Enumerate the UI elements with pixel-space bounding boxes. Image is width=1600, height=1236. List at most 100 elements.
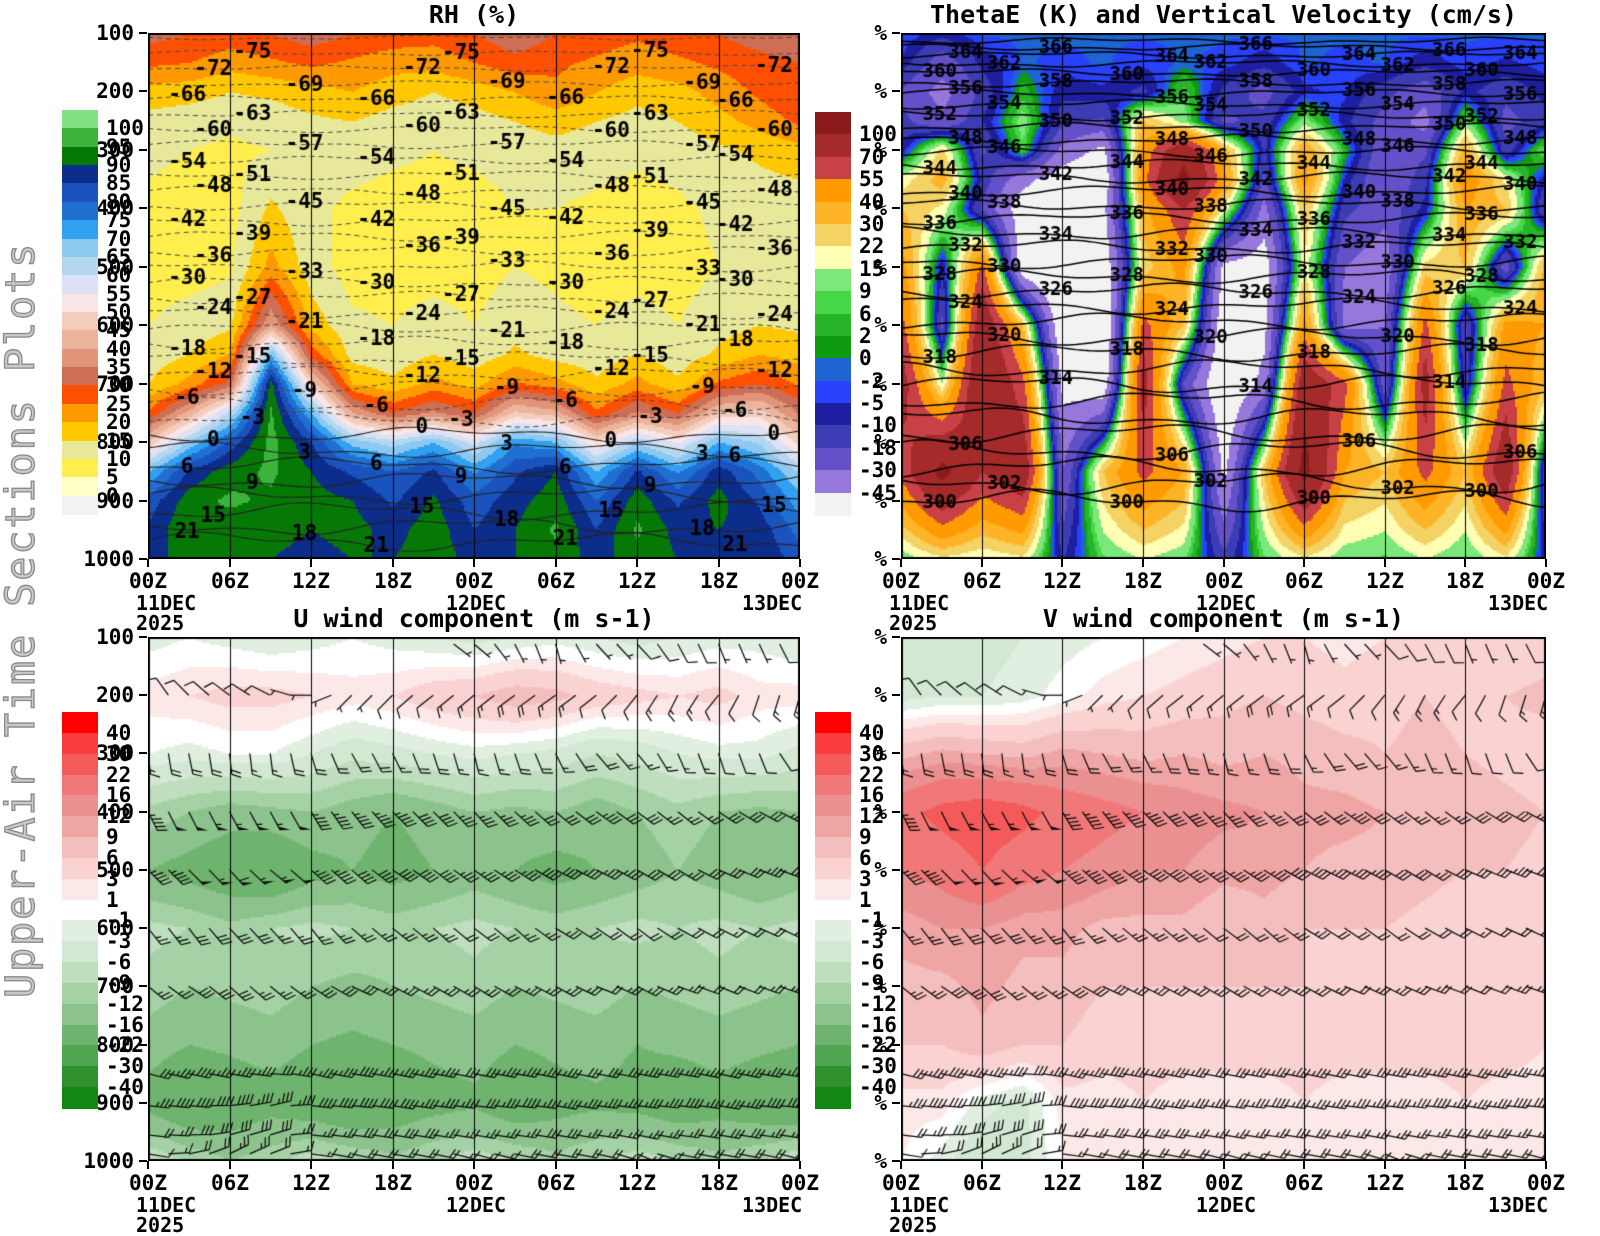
y-tick-label-percent: % <box>874 741 887 766</box>
colorbar-label: -16 <box>859 1012 897 1037</box>
colorbar-block <box>62 753 98 776</box>
y-tick-label: 400 <box>96 799 134 824</box>
colorbar-label: 10 <box>106 446 132 471</box>
colorbar-block <box>815 1087 851 1109</box>
colorbar-label: -5 <box>859 391 885 416</box>
y-axis-tick <box>139 1160 147 1162</box>
panel-thetae: ThetaE (K) and Vertical Velocity (cm/s) … <box>815 0 1565 635</box>
y-tick-label: 1000 <box>83 547 134 571</box>
colorbar-block <box>62 477 98 497</box>
colorbar-label: 0 <box>106 483 119 508</box>
x-axis-tick <box>473 559 475 567</box>
y-tick-label: 100 <box>96 625 134 649</box>
colorbar-block <box>62 1066 98 1088</box>
colorbar-label: 6 <box>859 301 872 326</box>
start-year-label: 2025 <box>889 611 938 635</box>
y-tick-label: 100 <box>96 21 134 45</box>
start-year-label: 2025 <box>136 1213 185 1236</box>
x-axis-tick <box>1142 1161 1144 1169</box>
colorbar-label: 2 <box>859 323 872 348</box>
y-axis-tick <box>139 441 147 444</box>
y-axis-tick <box>892 148 900 151</box>
colorbar-block <box>815 492 851 516</box>
colorbar-block <box>62 712 98 734</box>
colorbar-block <box>62 110 98 129</box>
colorbar-label: 100 <box>106 116 144 141</box>
colorbar-label: 9 <box>859 279 872 304</box>
colorbar-block <box>815 447 851 471</box>
colorbar-label: 75 <box>106 208 132 233</box>
colorbar-label: 85 <box>106 171 132 196</box>
colorbar-block <box>62 837 98 859</box>
colorbar-block <box>62 878 98 901</box>
colorbar-block <box>62 795 98 817</box>
colorbar-label: -30 <box>859 458 897 483</box>
colorbar-label: 1 <box>859 887 872 912</box>
x-tick-label: 06Z <box>963 569 1001 593</box>
colorbar-block <box>815 156 851 180</box>
colorbar-label: -40 <box>106 1075 144 1100</box>
colorbar-block <box>62 238 98 258</box>
x-axis-tick <box>718 559 720 567</box>
colorbar-label: 40 <box>106 720 132 745</box>
y-axis-tick <box>139 265 147 268</box>
y-axis-tick <box>892 1043 900 1046</box>
x-tick-label: 18Z <box>374 1171 412 1195</box>
colorbar-block <box>62 941 98 963</box>
x-axis-tick <box>1061 559 1063 567</box>
x-tick-label: 12Z <box>1043 1171 1081 1195</box>
colorbar-label: 3 <box>106 866 119 891</box>
x-tick-label: 12Z <box>618 1171 656 1195</box>
x-tick-label: 12Z <box>292 569 330 593</box>
colorbar-block <box>815 335 851 359</box>
colorbar-label: 50 <box>106 300 132 324</box>
colorbar-block <box>815 732 851 755</box>
y-axis-tick <box>892 324 900 327</box>
x-tick-label: 12Z <box>1366 569 1404 593</box>
x-tick-label: 06Z <box>1285 1171 1323 1195</box>
end-date-label: 13DEC <box>1488 591 1549 615</box>
colorbar-block <box>62 1003 98 1026</box>
x-axis-tick <box>1384 559 1386 567</box>
end-date-label: 13DEC <box>1488 1193 1549 1217</box>
x-axis-tick <box>981 1161 983 1169</box>
colorbar-block <box>62 165 98 185</box>
start-year-label: 2025 <box>889 1213 938 1236</box>
x-tick-label: 00Z <box>781 1171 819 1195</box>
x-tick-label: 12Z <box>1043 569 1081 593</box>
y-axis-tick <box>139 694 147 697</box>
colorbar-label: -12 <box>859 991 897 1016</box>
colorbar-block <box>62 293 98 313</box>
y-tick-label-percent: % <box>874 799 887 824</box>
x-axis-tick <box>799 559 801 567</box>
colorbar-label: 12 <box>859 804 885 829</box>
x-axis-tick <box>392 559 394 567</box>
x-tick-label: 12Z <box>1366 1171 1404 1195</box>
x-tick-label: 06Z <box>211 1171 249 1195</box>
colorbar-label: -40 <box>859 1075 897 1100</box>
page-vertical-title: Upper-Air Time Sections Plots <box>0 241 45 999</box>
colorbar-label: -1 <box>859 908 885 933</box>
colorbar-block <box>62 128 98 148</box>
x-tick-label: 18Z <box>1124 569 1162 593</box>
y-tick-label-percent: % <box>874 625 887 649</box>
colorbar-block <box>815 774 851 796</box>
y-tick-label: 200 <box>96 79 134 104</box>
panel-v-wind: V wind component (m s-1) 00Z 06Z 12Z 18Z 00Z… <box>815 604 1565 1236</box>
rh-plot-canvas <box>148 33 800 559</box>
colorbar-block <box>815 134 851 158</box>
colorbar-block <box>815 1045 851 1067</box>
x-axis-tick <box>392 1161 394 1169</box>
y-axis-tick <box>892 90 900 93</box>
colorbar-label: 9 <box>859 825 872 850</box>
colorbar-label: -18 <box>859 435 897 460</box>
colorbar-block <box>62 201 98 221</box>
colorbar-label: 40 <box>859 720 885 745</box>
colorbar-label: 60 <box>106 263 132 288</box>
colorbar-block <box>62 330 98 350</box>
x-tick-label: 00Z <box>1527 1171 1565 1195</box>
x-axis-tick <box>1545 559 1547 567</box>
colorbar-block <box>815 470 851 494</box>
colorbar-label: -2 <box>859 368 885 393</box>
x-tick-label: 06Z <box>537 1171 575 1195</box>
